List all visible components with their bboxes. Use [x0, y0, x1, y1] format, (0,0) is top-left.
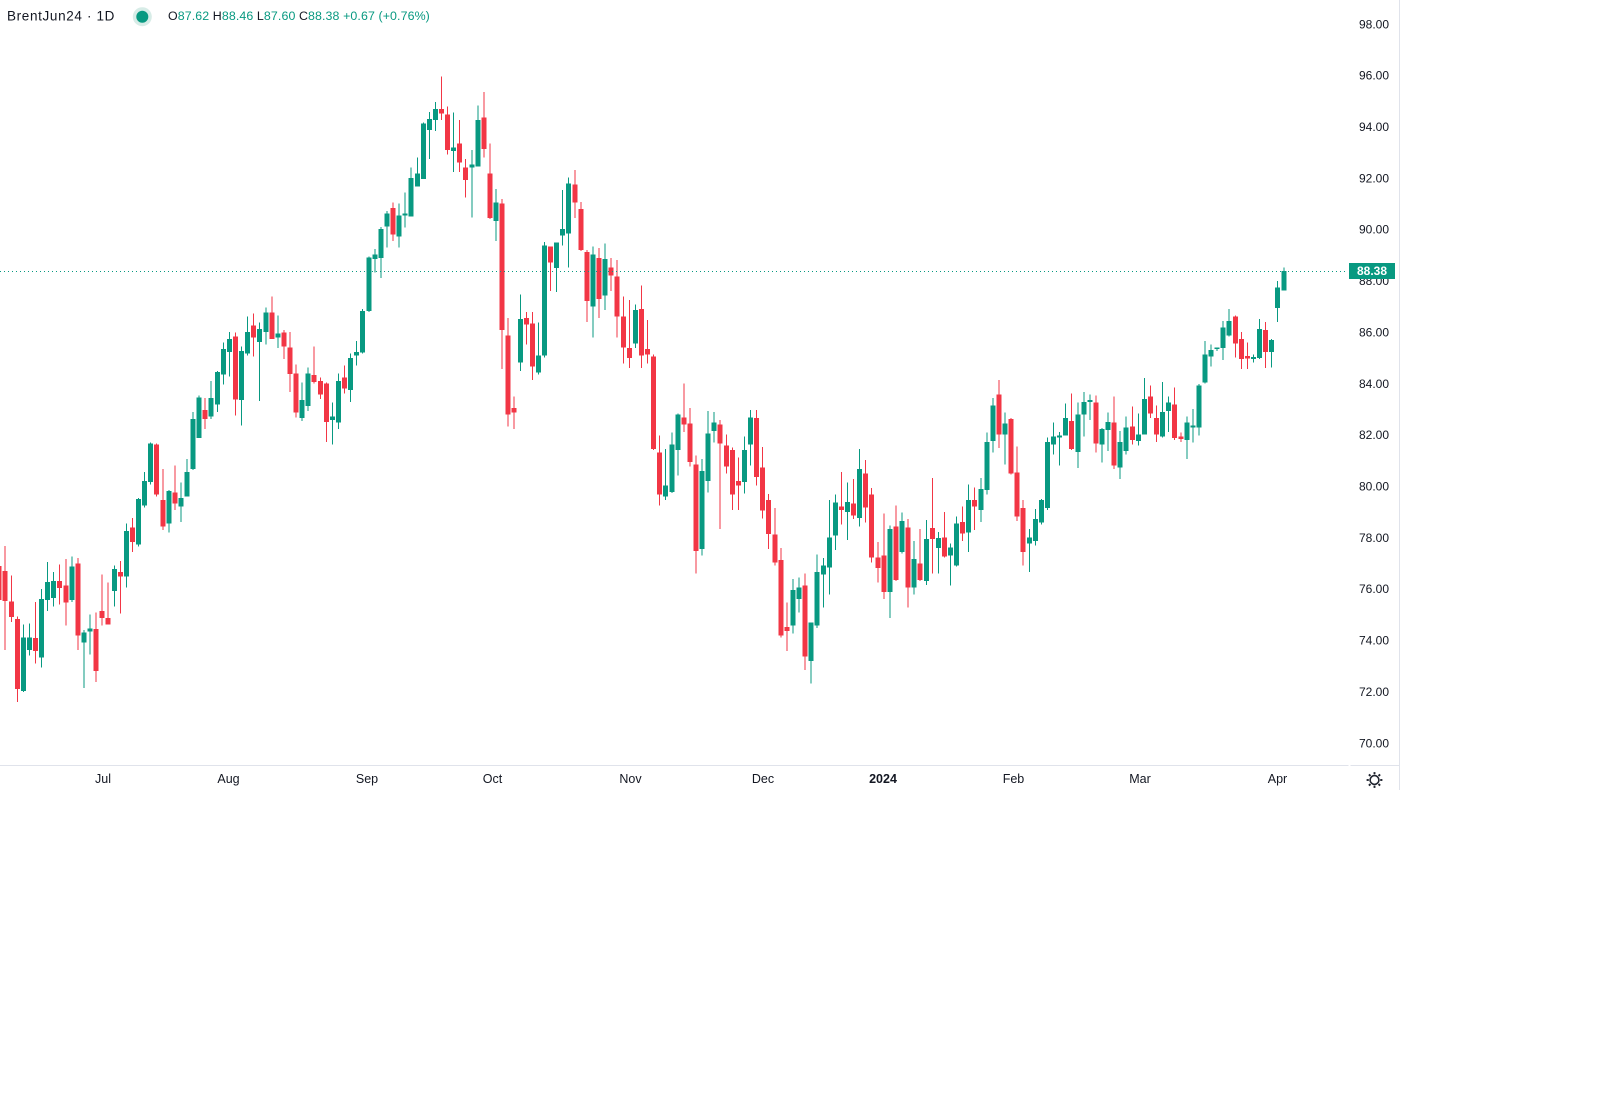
svg-text:88.38: 88.38 [1357, 264, 1387, 278]
svg-text:74.00: 74.00 [1359, 634, 1389, 648]
svg-text:76.00: 76.00 [1359, 582, 1389, 596]
svg-text:Mar: Mar [1129, 772, 1151, 786]
svg-text:86.00: 86.00 [1359, 325, 1389, 339]
svg-text:80.00: 80.00 [1359, 480, 1389, 494]
svg-text:BrentJun24 · 1D: BrentJun24 · 1D [7, 8, 115, 23]
svg-text:Sep: Sep [356, 772, 378, 786]
svg-text:98.00: 98.00 [1359, 17, 1389, 31]
svg-text:Aug: Aug [217, 772, 239, 786]
svg-text:82.00: 82.00 [1359, 428, 1389, 442]
svg-text:Oct: Oct [483, 772, 503, 786]
svg-text:70.00: 70.00 [1359, 736, 1389, 750]
svg-text:2024: 2024 [869, 772, 897, 786]
svg-text:Dec: Dec [752, 772, 774, 786]
svg-text:92.00: 92.00 [1359, 171, 1389, 185]
svg-text:96.00: 96.00 [1359, 69, 1389, 83]
svg-text:78.00: 78.00 [1359, 531, 1389, 545]
svg-text:Jul: Jul [95, 772, 111, 786]
svg-text:84.00: 84.00 [1359, 377, 1389, 391]
svg-text:O87.62 H88.46 L87.60 C88.38 +0: O87.62 H88.46 L87.60 C88.38 +0.67 (+0.76… [168, 9, 430, 23]
svg-text:Nov: Nov [619, 772, 642, 786]
svg-text:94.00: 94.00 [1359, 120, 1389, 134]
svg-text:72.00: 72.00 [1359, 685, 1389, 699]
svg-text:90.00: 90.00 [1359, 223, 1389, 237]
svg-text:Apr: Apr [1268, 772, 1287, 786]
svg-text:Feb: Feb [1003, 772, 1025, 786]
